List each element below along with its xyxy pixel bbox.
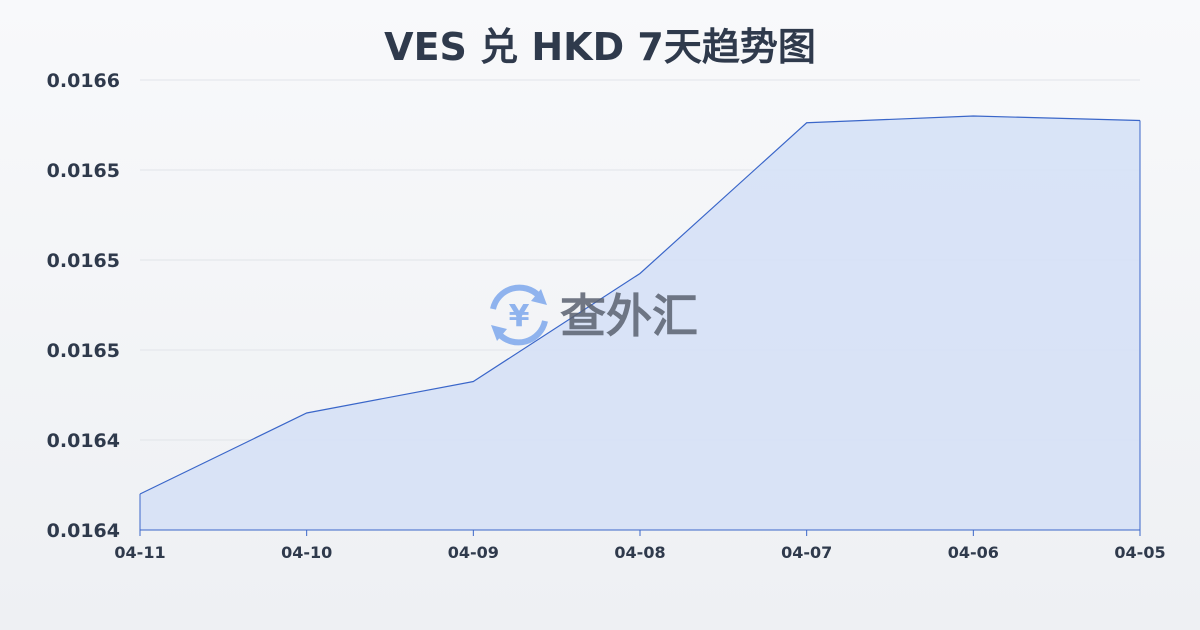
x-tick-label: 04-06 bbox=[948, 543, 999, 562]
watermark-text: 查外汇 bbox=[560, 289, 698, 343]
y-tick-label: 0.0165 bbox=[47, 250, 120, 272]
y-tick-label: 0.0165 bbox=[47, 160, 120, 182]
svg-text:¥: ¥ bbox=[509, 299, 530, 334]
chart-title: VES 兑 HKD 7天趋势图 bbox=[384, 25, 816, 69]
y-tick-label: 0.0164 bbox=[47, 430, 120, 452]
x-tick-label: 04-10 bbox=[281, 543, 332, 562]
x-tick-label: 04-05 bbox=[1114, 543, 1165, 562]
watermark: ¥ 查外汇 bbox=[490, 284, 698, 346]
area-fill bbox=[140, 116, 1140, 530]
yen-exchange-icon: ¥ bbox=[490, 284, 548, 346]
y-tick-label: 0.0165 bbox=[47, 340, 120, 362]
x-tick-label: 04-08 bbox=[614, 543, 665, 562]
y-tick-label: 0.0166 bbox=[47, 70, 120, 92]
x-tick-label: 04-11 bbox=[114, 543, 165, 562]
x-tick-label: 04-07 bbox=[781, 543, 832, 562]
y-tick-label: 0.0164 bbox=[47, 520, 120, 542]
x-tick-label: 04-09 bbox=[448, 543, 499, 562]
